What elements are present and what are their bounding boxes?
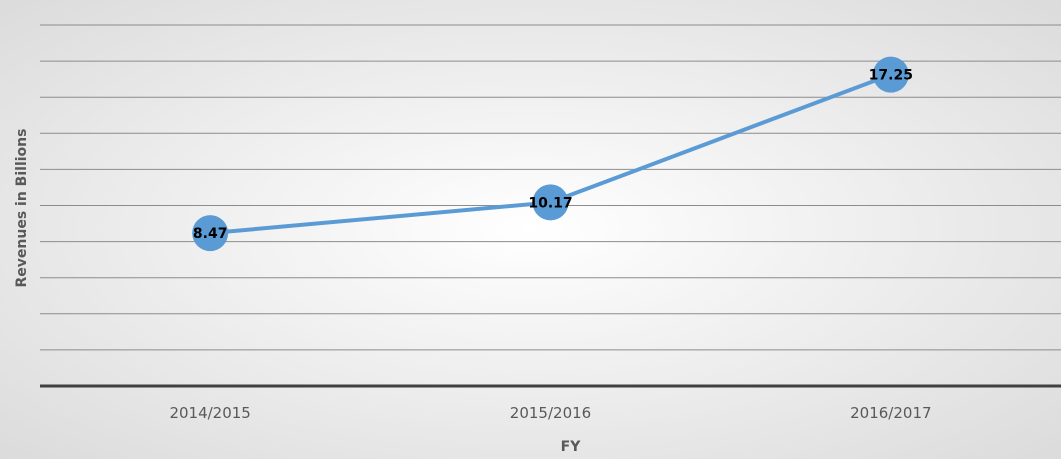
gridlines [40,24,1061,351]
x-axis-title: FY [561,439,582,455]
x-tick-label: 2016/2017 [850,404,931,422]
x-tick-labels: 2014/2015 2015/2016 2016/2017 [169,404,931,422]
y-axis-title: Revenues in Billions [14,129,30,288]
data-label: 10.17 [528,195,572,211]
x-tick-label: 2014/2015 [169,404,250,422]
marker-group [192,56,909,252]
data-label: 17.25 [869,68,913,84]
data-point-marker [872,56,909,93]
data-label-group: 8.47 10.17 17.25 [193,68,913,242]
data-label: 8.47 [193,226,228,242]
x-tick-label: 2015/2016 [510,404,591,422]
data-point-marker [192,215,229,252]
data-point-marker [532,184,569,221]
